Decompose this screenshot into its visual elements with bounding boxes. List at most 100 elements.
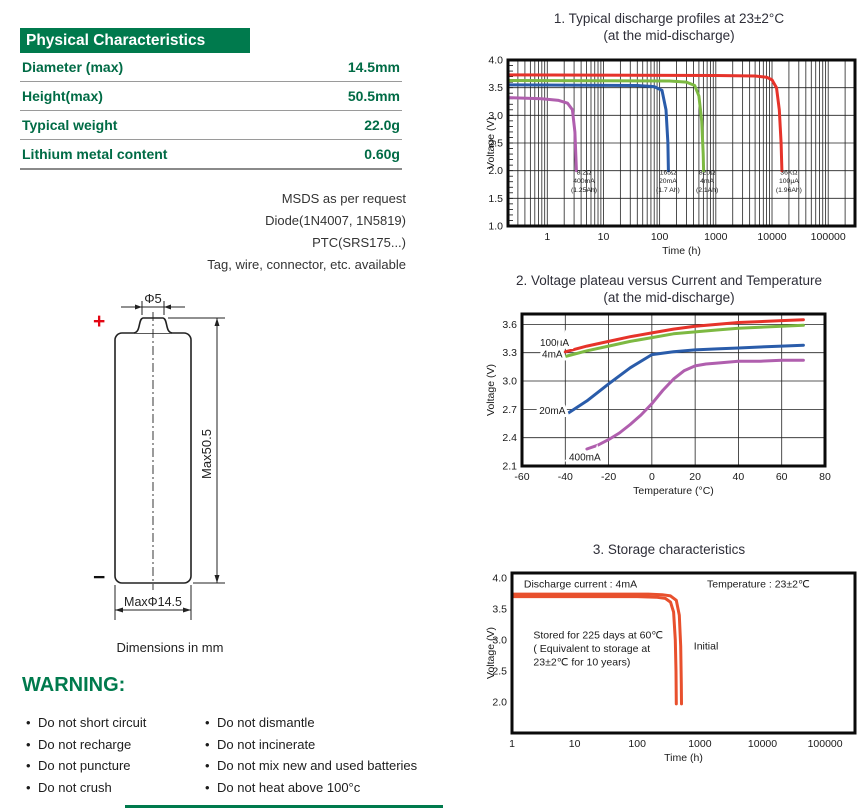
svg-text:1.0: 1.0 — [488, 221, 503, 233]
footer-accent-bar — [125, 805, 443, 808]
chart-title: 2. Voltage plateau versus Current and Te… — [516, 273, 822, 305]
svg-text:3.6: 3.6 — [502, 319, 517, 331]
svg-text:3.0: 3.0 — [492, 635, 507, 647]
svg-text:400mA: 400mA — [573, 178, 595, 185]
svg-text:3.3: 3.3 — [502, 347, 517, 359]
svg-text:2.7: 2.7 — [502, 404, 517, 416]
svg-text:-40: -40 — [558, 471, 573, 483]
svg-text:1: 1 — [509, 738, 515, 750]
row-label: Height(max) — [22, 88, 103, 104]
svg-text:80: 80 — [819, 471, 831, 483]
warning-item: • Do not recharge — [26, 734, 146, 756]
chart-title: 1. Typical discharge profiles at 23±2°C … — [553, 11, 785, 43]
storage-characteristics-chart: 3. Storage characteristics 1 10 100 1000 100… — [480, 541, 858, 766]
svg-text:2.4: 2.4 — [502, 432, 517, 444]
bullet-icon: • — [26, 736, 31, 752]
bullet-icon: • — [26, 779, 31, 795]
svg-text:2.5: 2.5 — [492, 666, 507, 678]
note-line: Tag, wire, connector, etc. available — [207, 257, 406, 272]
warning-item: • Do not incinerate — [205, 734, 417, 756]
svg-text:400mA: 400mA — [569, 452, 601, 463]
svg-text:4mA: 4mA — [700, 178, 714, 185]
svg-text:2.0: 2.0 — [488, 165, 503, 177]
svg-text:( Equivalent to storage at: ( Equivalent to storage at — [533, 643, 650, 655]
svg-text:1000: 1000 — [704, 231, 728, 243]
svg-text:-20: -20 — [601, 471, 616, 483]
row-label: Lithium metal content — [22, 146, 168, 162]
svg-text:2.0: 2.0 — [492, 697, 507, 709]
bullet-icon: • — [205, 779, 210, 795]
series-Initial — [510, 592, 683, 706]
svg-text:1000: 1000 — [688, 738, 712, 750]
note-line: PTC(SRS175...) — [312, 235, 406, 250]
row-value: 50.5mm — [347, 88, 400, 104]
row-value: 14.5mm — [347, 59, 400, 75]
row-value: 22.0g — [364, 117, 400, 133]
series-20mA — [563, 343, 805, 417]
svg-text:(1.25Ah): (1.25Ah) — [571, 187, 597, 194]
warning-item: • Do not mix new and used batteries — [205, 755, 417, 777]
bullet-icon: • — [26, 758, 31, 773]
svg-text:Initial: Initial — [694, 640, 719, 652]
table-row: Lithium metal content 0.60g — [20, 140, 402, 170]
svg-text:100μA: 100μA — [540, 338, 569, 349]
svg-text:Voltage (V): Voltage (V) — [485, 364, 497, 416]
table-row: Diameter (max) 14.5mm — [20, 53, 402, 82]
svg-text:(1.96Ah): (1.96Ah) — [776, 187, 802, 194]
svg-text:(1.7 Ah): (1.7 Ah) — [656, 187, 680, 194]
svg-text:36KΩ: 36KΩ — [780, 170, 797, 177]
svg-text:Voltage (V): Voltage (V) — [485, 117, 497, 169]
dimensions-caption: Dimensions in mm — [116, 640, 224, 655]
warning-item: • Do not crush — [26, 777, 146, 799]
svg-text:10: 10 — [598, 231, 610, 243]
svg-text:Stored for 225 days at 60℃: Stored for 225 days at 60℃ — [533, 630, 663, 642]
svg-text:10000: 10000 — [757, 231, 786, 243]
svg-text:23±2℃ for 10 years): 23±2℃ for 10 years) — [533, 657, 630, 669]
svg-text:10000: 10000 — [748, 738, 777, 750]
svg-text:20mA: 20mA — [659, 178, 677, 185]
svg-text:Temperature : 23±2℃: Temperature : 23±2℃ — [707, 578, 810, 590]
svg-text:40: 40 — [733, 471, 745, 483]
svg-text:100000: 100000 — [808, 738, 843, 750]
svg-text:20: 20 — [689, 471, 701, 483]
svg-text:Time (h): Time (h) — [664, 752, 703, 764]
bullet-icon: • — [205, 736, 210, 752]
svg-text:3.0: 3.0 — [502, 376, 517, 388]
warning-title: WARNING: — [22, 674, 126, 696]
height-label: Max50.5 — [199, 429, 214, 479]
series-36KΩ 100μA (1.96Ah) — [506, 73, 784, 173]
warning-column-1: • Do not short circuit • Do not recharge •… — [26, 712, 146, 798]
svg-text:10: 10 — [569, 738, 581, 750]
height-dimension — [168, 317, 225, 584]
discharge-profiles-plot: 1 10 100 1000 10000 100000 1.0 1.5 2.0 2.5 3.0 3.5 4… — [485, 56, 857, 257]
warning-column-2: • Do not dismantle • Do not incinerate • Do… — [205, 712, 417, 798]
bullet-icon: • — [205, 758, 210, 773]
svg-text:1: 1 — [544, 231, 550, 243]
svg-text:100000: 100000 — [811, 231, 846, 243]
svg-text:4.0: 4.0 — [492, 573, 507, 585]
svg-text:8.2Ω: 8.2Ω — [577, 170, 592, 177]
warning-item: • Do not short circuit — [26, 712, 146, 734]
table-title: Physical Characteristics — [20, 28, 250, 53]
warning-item: • Do not puncture — [26, 755, 146, 777]
discharge-profiles-chart: 1. Typical discharge profiles at 23±2°C … — [480, 10, 858, 258]
series-8.2Ω 400mA (1.25Ah) — [506, 96, 578, 173]
svg-text:0: 0 — [649, 471, 655, 483]
series-100μA — [563, 318, 805, 354]
svg-text:Time (h): Time (h) — [662, 245, 701, 257]
top-diameter-dimension — [121, 301, 185, 315]
note-line: Diode(1N4007, 1N5819) — [265, 213, 406, 228]
svg-text:820Ω: 820Ω — [699, 170, 715, 177]
svg-text:Discharge current : 4mA: Discharge current : 4mA — [524, 578, 637, 590]
warning-item: • Do not heat above 100°c — [205, 777, 417, 799]
svg-text:3.5: 3.5 — [492, 604, 507, 616]
warning-item: • Do not dismantle — [205, 712, 417, 734]
svg-text:20mA: 20mA — [539, 406, 565, 417]
svg-text:100μA: 100μA — [779, 178, 799, 185]
series-400mA — [585, 358, 805, 451]
svg-text:Voltage (V): Voltage (V) — [485, 627, 497, 679]
svg-text:Temperature (°C): Temperature (°C) — [633, 485, 714, 497]
bottom-diameter-dimension — [114, 585, 192, 620]
svg-text:3.0: 3.0 — [488, 110, 503, 122]
